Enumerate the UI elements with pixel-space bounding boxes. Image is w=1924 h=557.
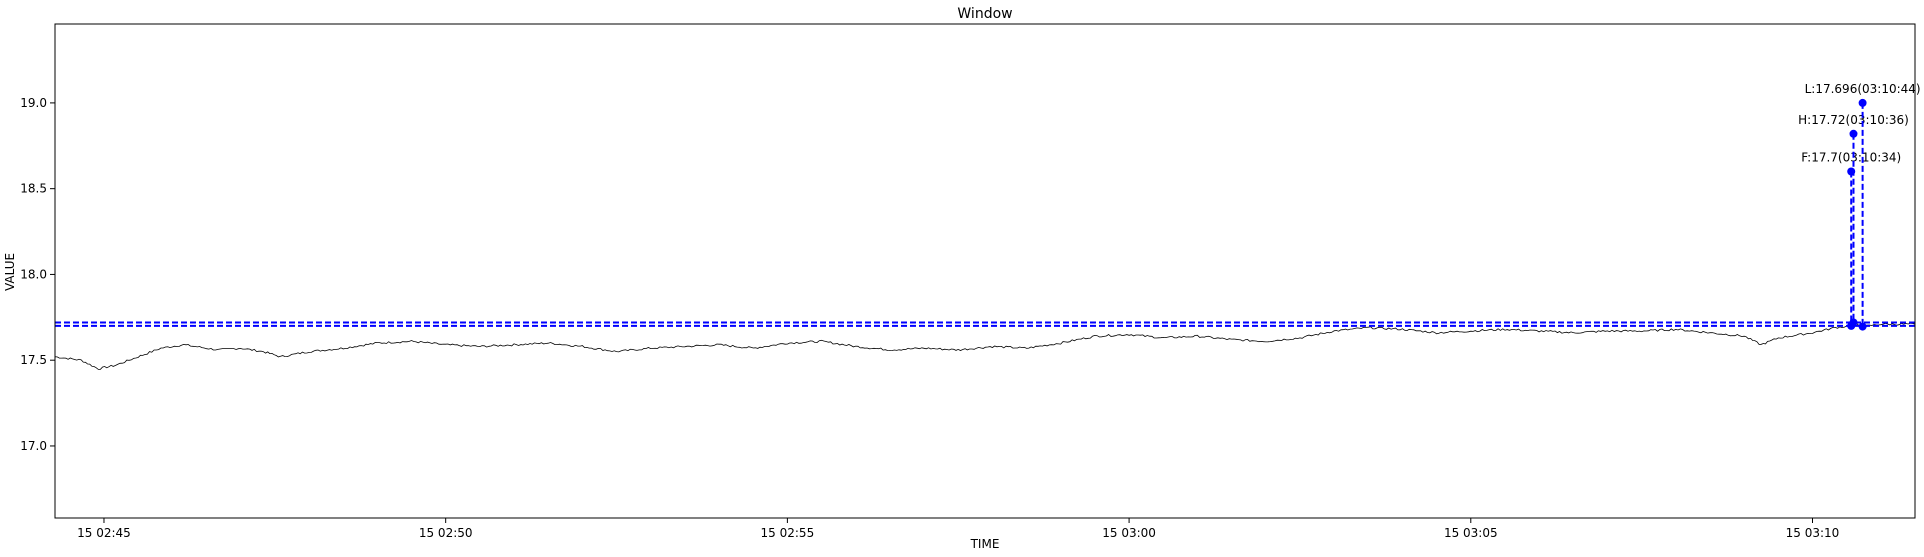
chart-title: Window	[957, 6, 1012, 22]
y-tick-label: 19.0	[20, 96, 47, 110]
plot-area: 15 02:45 15 02:50 15 02:55 15 03:00 15 03:05…	[20, 82, 1920, 540]
price-series-line	[54, 320, 1916, 370]
marker-label: L:17.696(03:10:44)	[1805, 82, 1921, 96]
y-axis-label: VALUE	[3, 253, 17, 291]
marker-point-base	[1849, 318, 1858, 327]
x-tick-label: 15 03:10	[1786, 526, 1840, 540]
x-axis-label: TIME	[970, 537, 1000, 551]
plot-frame	[54, 23, 1916, 519]
y-tick-label: 18.0	[20, 267, 47, 281]
x-tick-label: 15 02:50	[419, 526, 473, 540]
y-tick-label: 17.0	[20, 439, 47, 453]
x-tick-label: 15 02:55	[761, 526, 815, 540]
y-tick-label: 18.5	[20, 182, 47, 196]
x-tick-label: 15 03:00	[1102, 526, 1156, 540]
x-tick-label: 15 02:45	[77, 526, 131, 540]
marker-label: F:17.7(03:10:34)	[1801, 151, 1901, 165]
marker-point-top	[1858, 98, 1867, 107]
y-tick-label: 17.5	[20, 353, 47, 367]
marker-point-top	[1849, 129, 1858, 138]
x-tick-label: 15 03:05	[1444, 526, 1498, 540]
marker-label: H:17.72(03:10:36)	[1798, 113, 1909, 127]
marker-point-base	[1858, 322, 1867, 331]
